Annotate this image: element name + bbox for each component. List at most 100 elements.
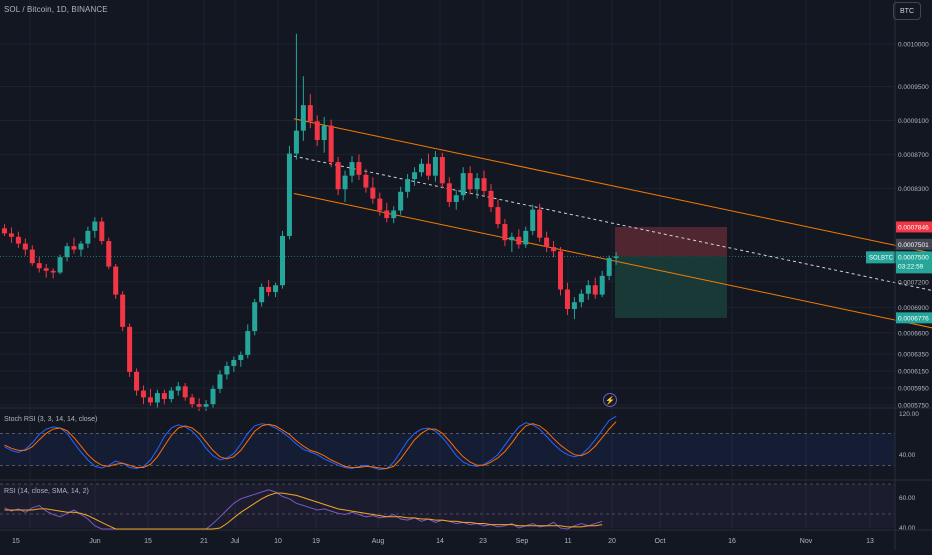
- candle: [537, 203, 543, 242]
- candle-body: [363, 174, 369, 188]
- candle: [99, 217, 105, 245]
- price-tick-label: 0.0009100: [898, 118, 929, 125]
- price-marker-bg: [896, 221, 932, 233]
- candle-body: [571, 302, 577, 310]
- candle: [259, 283, 265, 307]
- candle: [585, 280, 591, 300]
- candle: [154, 389, 160, 408]
- candle-body: [22, 243, 28, 250]
- candle-body: [266, 286, 272, 293]
- rsi-axis-label: 60.00: [899, 495, 916, 502]
- candle-body: [307, 105, 313, 122]
- price-marker-stop: 0.0007846: [896, 221, 932, 233]
- price-tick-label: 0.0005750: [898, 403, 929, 410]
- candle-body: [64, 246, 70, 258]
- candle-body: [8, 233, 14, 237]
- candle-body: [300, 105, 306, 131]
- time-axis[interactable]: 15 Jun 15 21 Jul 10 19 Aug 14 23 Sep 11 20 Oct 16 Nov 13: [12, 538, 874, 545]
- rsi-ma-line: [4, 492, 603, 530]
- price-marker-label: 0.0006776: [898, 315, 929, 322]
- candle: [64, 242, 70, 262]
- candle: [106, 237, 112, 270]
- candle-body: [564, 289, 570, 310]
- candle: [85, 226, 91, 248]
- candle-body: [578, 293, 584, 303]
- stoch-d-line: [4, 421, 617, 470]
- candle-body: [168, 390, 174, 400]
- stoch-rsi-pane: 120.00 40.00: [0, 411, 919, 471]
- candle-body: [245, 331, 251, 355]
- candle: [293, 33, 299, 160]
- candle-body: [606, 258, 612, 276]
- candle: [558, 247, 563, 296]
- candle: [175, 382, 181, 396]
- price-marker-label: 0.0007501: [898, 242, 929, 249]
- candle-body: [335, 162, 341, 190]
- candle-body: [99, 221, 105, 242]
- candle-body: [85, 230, 91, 244]
- candle-body: [196, 404, 202, 407]
- candle-body: [210, 388, 216, 405]
- candle: [377, 192, 383, 216]
- candle: [120, 291, 126, 332]
- rsi-axis-label: 40.00: [899, 525, 916, 532]
- candle-body: [224, 365, 230, 375]
- time-tick-label: 15: [144, 538, 152, 545]
- candle-body: [412, 172, 418, 180]
- price-tick-label: 0.0008700: [898, 152, 929, 159]
- candle: [196, 398, 202, 411]
- candle: [425, 153, 431, 180]
- price-tick-label: 0.0006600: [898, 330, 929, 337]
- candle: [286, 145, 292, 240]
- candle: [384, 202, 390, 223]
- candle-body: [474, 178, 480, 190]
- long-short-position[interactable]: [615, 226, 727, 318]
- price-marker-entry: 0.0007501: [896, 238, 932, 250]
- stoch-axis-label: 120.00: [899, 411, 919, 418]
- candle: [29, 245, 35, 266]
- time-tick-label: 23: [479, 538, 487, 545]
- time-tick-label: Jul: [231, 538, 240, 545]
- candle-body: [391, 210, 397, 219]
- candle-body: [460, 173, 466, 196]
- symbol-tag-bg: [866, 251, 898, 264]
- candle-body: [57, 257, 63, 273]
- channel-upper-line: [293, 118, 932, 254]
- candle: [307, 94, 313, 129]
- candle-body: [182, 386, 188, 398]
- currency-button[interactable]: BTC: [893, 2, 921, 20]
- candle-body: [127, 326, 133, 372]
- candle: [273, 282, 279, 298]
- candle: [210, 385, 216, 409]
- time-tick-label: Nov: [800, 538, 813, 545]
- lightning-icon[interactable]: ⚡: [603, 393, 617, 407]
- candle: [523, 226, 529, 248]
- candle-body: [154, 393, 160, 403]
- price-marker-bg: [896, 312, 932, 324]
- candle-body: [36, 263, 42, 269]
- stop-loss-zone: [615, 226, 727, 257]
- candle: [544, 231, 550, 253]
- candle: [405, 173, 411, 198]
- candle: [398, 186, 404, 215]
- candle: [50, 268, 56, 279]
- take-profit-zone: [615, 256, 727, 318]
- candle: [495, 199, 501, 229]
- candle-body: [370, 187, 376, 199]
- candle-body: [405, 179, 411, 192]
- price-axis[interactable]: 0.0010000 0.0009500 0.0009100 0.0008700 0.00…: [866, 42, 932, 410]
- candle: [432, 151, 438, 182]
- candle: [412, 167, 418, 186]
- candle: [342, 170, 348, 202]
- candle: [551, 241, 557, 258]
- candle-body: [141, 390, 146, 398]
- candle-body: [50, 270, 56, 273]
- candle-body: [15, 236, 21, 244]
- candle: [599, 270, 605, 298]
- candle-body: [495, 207, 501, 225]
- candle-body: [537, 209, 543, 238]
- candle: [321, 117, 327, 153]
- regression-channel[interactable]: [293, 118, 932, 404]
